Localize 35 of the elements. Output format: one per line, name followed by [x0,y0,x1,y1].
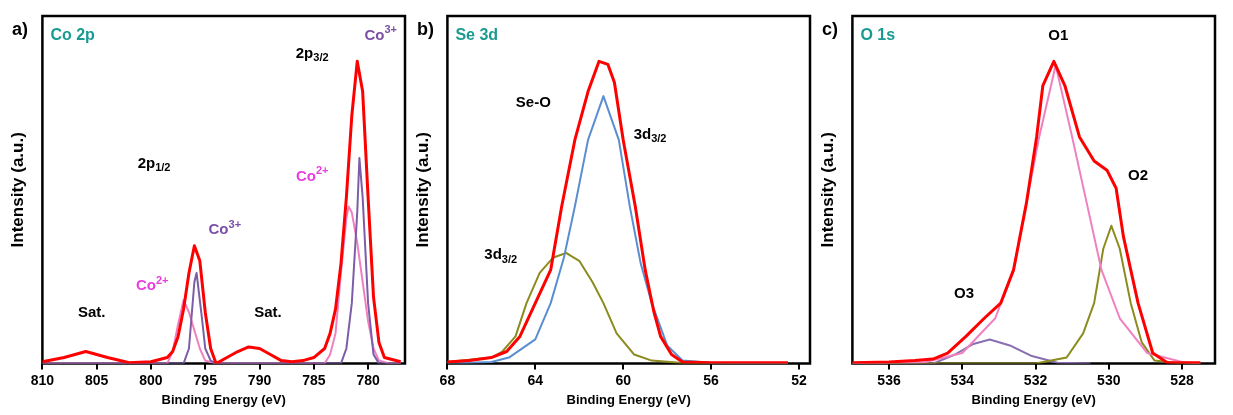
annotation: O2 [1128,166,1149,184]
x-tick-label: 52 [791,371,808,388]
x-tick-label: 795 [193,371,218,388]
text: a) [12,18,29,39]
y-axis-title: Intensity (a.u.) [412,132,432,248]
chart-title: O 1s [860,26,896,44]
x-tick-label: 800 [139,371,163,388]
x-tick-label: 536 [877,371,901,388]
y-axis-title: Intensity (a.u.) [7,132,27,248]
x-tick-label: 785 [302,371,326,388]
x-axis-title: Binding Energy (eV) [161,391,286,407]
annotation: Sat. [254,302,282,320]
x-axis-title: Binding Energy (eV) [971,391,1096,407]
x-tick-label: 60 [615,371,632,388]
x-tick-label: 532 [1023,371,1048,388]
x-tick-label: 56 [703,371,720,388]
text: b) [417,18,434,39]
y-axis-title: Intensity (a.u.) [817,132,837,248]
x-tick-label: 790 [247,371,272,388]
text: O1 [1048,26,1069,44]
annotation: Se-O [515,93,552,111]
x-tick-label: 68 [439,371,456,388]
x-tick-label: 530 [1097,371,1121,388]
annotation: Sat. [77,302,106,320]
x-tick-label: 805 [85,371,109,388]
x-tick-label: 810 [30,371,55,388]
x-axis-title: Binding Energy (eV) [566,391,691,407]
chart-title: Co 2p [50,26,96,44]
x-tick-label: 64 [527,371,544,388]
x-tick-label: 780 [356,371,380,388]
annotation: O3 [954,284,975,302]
x-tick-label: 528 [1170,371,1194,388]
x-tick-label: 534 [950,371,975,388]
text: c) [822,18,839,39]
chart-title: Se 3d [455,26,499,44]
